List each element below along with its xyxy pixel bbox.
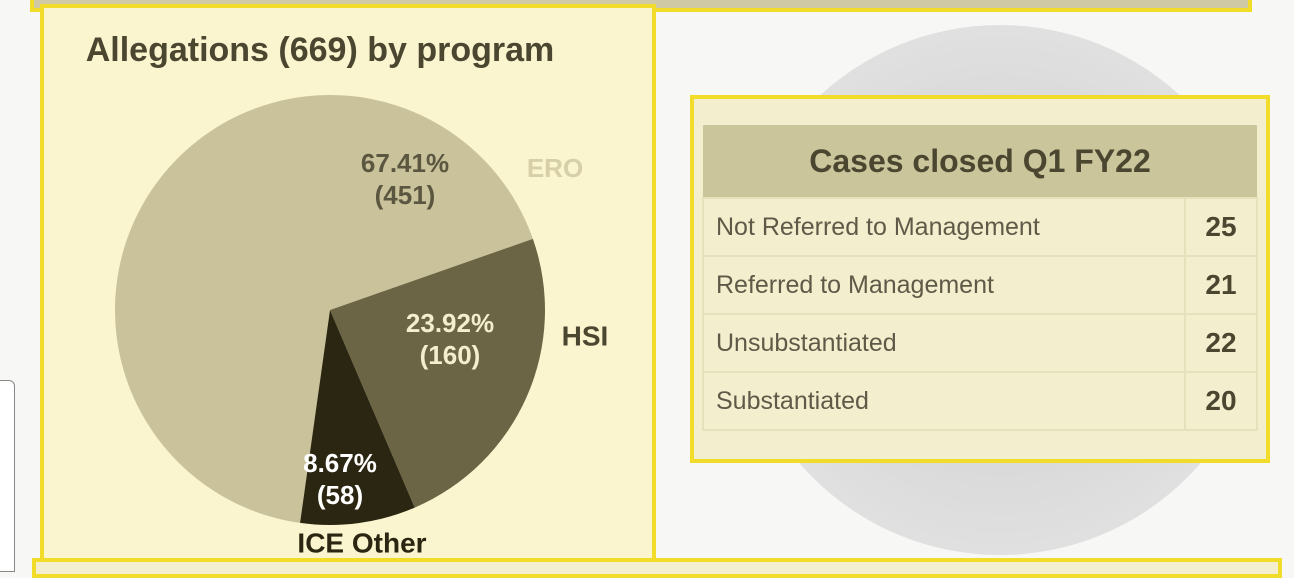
- count-label: (451): [375, 180, 436, 210]
- count-label: (160): [420, 340, 481, 370]
- row-value: 22: [1184, 313, 1258, 373]
- pie-slice: [300, 310, 415, 525]
- pie-chart: Allegations (669) by program 67.41%(451)…: [86, 31, 609, 558]
- row-label: Substantiated: [702, 371, 1186, 431]
- bottom-bar: [32, 558, 1282, 578]
- row-value: 21: [1184, 255, 1258, 315]
- value-label: 8.67%: [303, 448, 377, 478]
- row-label: Not Referred to Management: [702, 197, 1186, 257]
- category-label: HSI: [562, 320, 609, 351]
- category-label: ERO: [527, 153, 583, 183]
- cases-table-panel: Cases closed Q1 FY22 Not Referred to Man…: [690, 95, 1270, 463]
- row-value: 25: [1184, 197, 1258, 257]
- category-label: ICE Other: [297, 527, 426, 558]
- pie-slice: [115, 95, 533, 523]
- pie-slice: [330, 238, 545, 508]
- row-value: 20: [1184, 371, 1258, 431]
- table-title: Cases closed Q1 FY22: [703, 125, 1257, 198]
- chart-title: Allegations (669) by program: [86, 31, 555, 69]
- value-label: 67.41%: [361, 148, 449, 178]
- cases-table: Cases closed Q1 FY22 Not Referred to Man…: [702, 125, 1258, 431]
- count-label: (58): [317, 480, 363, 510]
- row-label: Unsubstantiated: [702, 313, 1186, 373]
- row-label: Referred to Management: [702, 255, 1186, 315]
- value-label: 23.92%: [406, 308, 494, 338]
